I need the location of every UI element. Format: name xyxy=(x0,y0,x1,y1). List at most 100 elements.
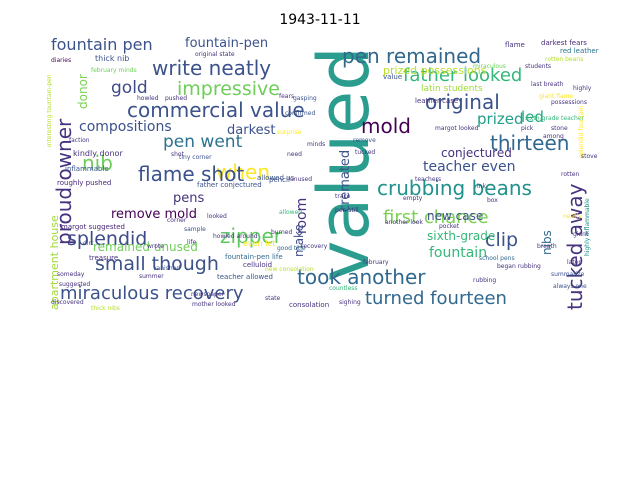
cloud-word: original state xyxy=(195,51,235,58)
cloud-word: flame shot xyxy=(138,162,245,186)
cloud-word: commercial value xyxy=(127,98,305,122)
cloud-word: vanished xyxy=(153,265,181,272)
cloud-word: treasure xyxy=(89,254,119,262)
cloud-word: fountain-pen xyxy=(185,36,269,51)
cloud-word: minds xyxy=(307,141,326,148)
cloud-word: giant flame xyxy=(539,93,574,100)
cloud-word: remove xyxy=(353,137,376,144)
word-cloud: valued commercial value write neatly pen re… xyxy=(47,34,599,310)
cloud-word: suggested xyxy=(59,281,91,288)
cloud-word: tiny corner xyxy=(179,154,212,161)
cloud-word: teacher allowed xyxy=(217,273,273,281)
cloud-word: mold xyxy=(361,114,411,138)
cloud-word: darkest xyxy=(227,123,276,138)
cloud-word: gasping xyxy=(293,95,317,102)
cloud-word: inflammable xyxy=(65,165,109,173)
cloud-word: value xyxy=(383,73,403,81)
cloud-word: donor xyxy=(76,74,90,109)
cloud-word: empty xyxy=(403,195,423,202)
cloud-word: apartment house xyxy=(48,215,61,310)
cloud-word: sixth-grade teacher xyxy=(525,115,585,122)
cloud-word: margot looked xyxy=(435,125,479,132)
cloud-word: countless xyxy=(329,285,358,292)
cloud-word: gold xyxy=(111,78,148,98)
cloud-word: interesting fountain-pen xyxy=(47,74,53,147)
cloud-word: cremated xyxy=(338,149,353,212)
cloud-word: howled xyxy=(137,95,159,102)
cloud-word: tucked xyxy=(355,149,376,156)
cloud-word: miraculous recovery xyxy=(60,283,244,304)
cloud-word: impressive xyxy=(177,78,280,100)
cloud-word: confirmed xyxy=(285,110,316,117)
cloud-word: new case xyxy=(427,209,484,223)
cloud-word: howled around xyxy=(213,233,258,240)
cloud-word: fountain-pen life xyxy=(225,253,283,261)
cloud-word: first chance xyxy=(383,207,489,228)
cloud-word: leather case xyxy=(415,97,459,105)
cloud-word: faction xyxy=(69,137,90,144)
cloud-word: teacher even xyxy=(423,159,516,175)
cloud-word: always one xyxy=(553,283,587,290)
cloud-word: good title xyxy=(277,245,306,252)
cloud-word: margot suggested xyxy=(61,223,125,231)
cloud-word: when xyxy=(216,160,271,184)
cloud-word: stone xyxy=(551,125,568,132)
cloud-word: breath xyxy=(537,243,557,250)
cloud-word: diaries xyxy=(51,57,72,64)
cloud-word: zipper xyxy=(220,224,282,248)
cloud-word: trace xyxy=(335,193,351,200)
cloud-word: unused xyxy=(290,176,313,183)
cloud-word: new consolation xyxy=(265,266,314,273)
cloud-word: ink xyxy=(477,183,486,190)
cloud-word: consolation xyxy=(289,301,330,309)
cloud-word: sighing xyxy=(339,299,361,306)
cloud-word: surprise xyxy=(277,129,302,136)
cloud-word: thick nibs xyxy=(91,305,120,311)
cloud-word: began rubbing xyxy=(497,263,541,270)
cloud-word: state xyxy=(265,295,281,302)
cloud-word: prized possessions xyxy=(383,64,487,77)
cloud-word: pushed xyxy=(165,95,188,102)
cloud-word: possessions xyxy=(551,99,587,106)
cloud-word: pen still xyxy=(335,207,359,214)
cloud-word: summarize xyxy=(551,271,585,278)
cloud-word: red leather xyxy=(560,47,599,55)
cloud-word: latin students xyxy=(421,84,483,94)
cloud-word: someday xyxy=(57,271,85,278)
cloud-word: fountain xyxy=(429,245,488,261)
cloud-word: darkest fears xyxy=(541,39,587,47)
cloud-word: life xyxy=(187,239,197,246)
cloud-word: original xyxy=(425,90,500,114)
cloud-word: pencil xyxy=(269,176,290,184)
cloud-word: corner xyxy=(167,217,187,224)
cloud-word: write neatly xyxy=(152,56,272,80)
cloud-word: flame xyxy=(505,41,525,49)
cloud-word: small though xyxy=(95,253,219,275)
cloud-word: even let xyxy=(243,239,276,248)
cloud-word: sample xyxy=(184,226,206,233)
cloud-word: took another xyxy=(297,265,426,289)
cloud-word: pen went xyxy=(163,132,243,152)
cloud-word: prized xyxy=(477,110,524,128)
cloud-word: shot xyxy=(171,151,184,158)
cloud-word: crubbing beans xyxy=(377,176,532,200)
cloud-word: another look xyxy=(385,219,423,226)
cloud-word: kindly donor xyxy=(73,149,123,158)
cloud-word: roughly pushed xyxy=(57,179,112,187)
cloud-word: splendid xyxy=(67,228,148,250)
cloud-word: turned fourteen xyxy=(365,288,507,309)
cloud-word: conjectured xyxy=(441,146,512,160)
cloud-word: pocket xyxy=(439,223,460,230)
cloud-word: celluloid xyxy=(243,261,273,269)
cloud-word: remained unused xyxy=(93,240,198,254)
cloud-word: pick xyxy=(521,125,534,132)
cloud-word: thirteen xyxy=(490,131,570,155)
cloud-word: need xyxy=(287,151,302,158)
cloud-word: nib xyxy=(82,151,113,175)
cloud-word: compositions xyxy=(79,119,172,135)
cloud-word: highly inflammable xyxy=(584,198,591,256)
cloud-word: among xyxy=(543,133,564,140)
cloud-word: led xyxy=(521,108,544,126)
cloud-word: pens xyxy=(173,191,205,206)
cloud-word: tucked away xyxy=(563,183,587,310)
